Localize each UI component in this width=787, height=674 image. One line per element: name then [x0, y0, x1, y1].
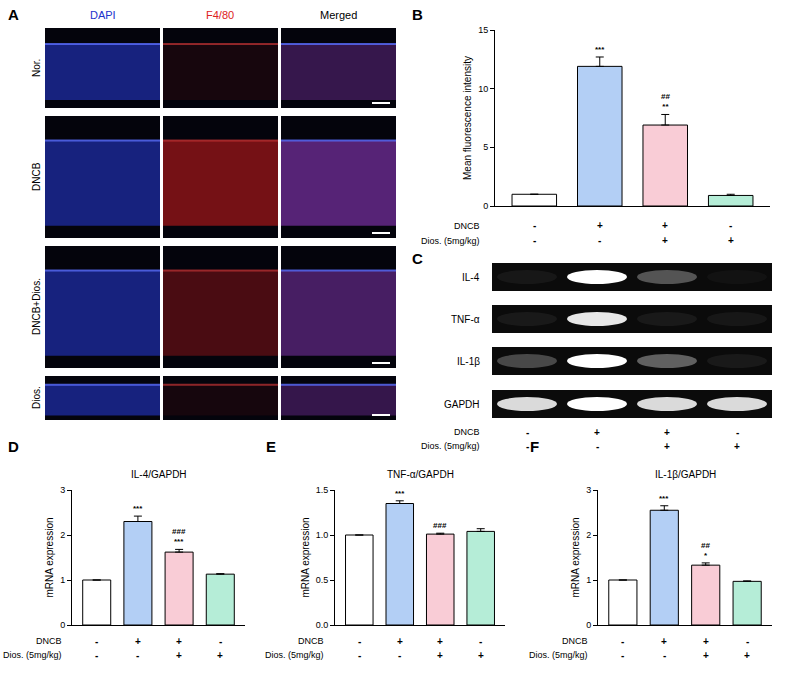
svg-text:+: + — [662, 220, 668, 231]
svg-text:Mean fluorescence intensity: Mean fluorescence intensity — [462, 56, 473, 180]
svg-text:+: + — [734, 441, 740, 452]
svg-text:1.5: 1.5 — [316, 485, 329, 495]
svg-text:0: 0 — [483, 201, 488, 211]
svg-text:DNCB: DNCB — [562, 636, 588, 646]
svg-text:-: - — [358, 636, 361, 647]
svg-text:F: F — [530, 438, 539, 455]
svg-text:+: + — [478, 650, 484, 661]
svg-text:+: + — [135, 636, 141, 647]
svg-text:+: + — [397, 636, 403, 647]
svg-text:DNCB: DNCB — [454, 221, 480, 231]
svg-text:0: 0 — [586, 620, 591, 630]
svg-text:TNF-α: TNF-α — [451, 314, 480, 325]
svg-text:-: - — [219, 636, 222, 647]
svg-text:+: + — [217, 650, 223, 661]
svg-text:-: - — [95, 636, 98, 647]
svg-text:GAPDH: GAPDH — [444, 399, 480, 410]
svg-text:10: 10 — [478, 84, 488, 94]
svg-text:##*: ##* — [701, 541, 710, 560]
svg-text:Dios. (5mg/kg): Dios. (5mg/kg) — [529, 650, 588, 660]
svg-text:-: - — [358, 650, 361, 661]
svg-text:DNCB+Dios.: DNCB+Dios. — [31, 278, 42, 335]
svg-text:Dios. (5mg/kg): Dios. (5mg/kg) — [265, 650, 324, 660]
svg-text:+: + — [728, 235, 734, 246]
svg-text:0: 0 — [60, 620, 65, 630]
svg-text:1: 1 — [586, 575, 591, 585]
svg-text:###***: ###*** — [172, 527, 186, 546]
svg-text:***: *** — [659, 494, 669, 503]
svg-text:-: - — [736, 427, 739, 438]
svg-text:+: + — [662, 235, 668, 246]
svg-text:Merged: Merged — [320, 9, 357, 21]
svg-text:IL-4/GAPDH: IL-4/GAPDH — [131, 469, 187, 480]
svg-text:IL-1β/GAPDH: IL-1β/GAPDH — [655, 469, 716, 480]
svg-text:0.5: 0.5 — [316, 575, 329, 585]
svg-text:-: - — [479, 636, 482, 647]
svg-text:Dios. (5mg/kg): Dios. (5mg/kg) — [421, 236, 480, 246]
svg-text:-: - — [621, 636, 624, 647]
svg-text:+: + — [437, 650, 443, 661]
svg-text:3: 3 — [60, 485, 65, 495]
svg-text:-: - — [598, 235, 601, 246]
svg-text:1: 1 — [60, 575, 65, 585]
svg-text:+: + — [661, 636, 667, 647]
svg-text:DNCB: DNCB — [31, 162, 42, 191]
svg-text:IL-4: IL-4 — [462, 272, 480, 283]
svg-text:-: - — [729, 220, 732, 231]
svg-text:DNCB: DNCB — [36, 636, 62, 646]
svg-text:F4/80: F4/80 — [206, 9, 234, 21]
svg-text:B: B — [412, 6, 423, 23]
svg-text:DNCB: DNCB — [454, 427, 480, 437]
svg-text:-: - — [95, 650, 98, 661]
svg-text:-: - — [398, 650, 401, 661]
svg-text:+: + — [703, 636, 709, 647]
svg-text:Dios. (5mg/kg): Dios. (5mg/kg) — [421, 441, 480, 451]
svg-text:-: - — [663, 650, 666, 661]
svg-text:+: + — [437, 636, 443, 647]
svg-text:Dios.: Dios. — [31, 386, 42, 409]
svg-text:+: + — [744, 650, 750, 661]
svg-text:3: 3 — [586, 485, 591, 495]
svg-text:-: - — [526, 427, 529, 438]
svg-text:2: 2 — [60, 530, 65, 540]
svg-text:2: 2 — [586, 530, 591, 540]
svg-text:E: E — [266, 438, 276, 455]
svg-text:+: + — [594, 427, 600, 438]
svg-text:DAPI: DAPI — [90, 9, 116, 21]
svg-text:-: - — [533, 235, 536, 246]
svg-text:+: + — [176, 650, 182, 661]
svg-text:mRNA expression: mRNA expression — [44, 517, 55, 597]
svg-text:+: + — [597, 220, 603, 231]
svg-text:+: + — [703, 650, 709, 661]
svg-text:-: - — [526, 441, 529, 452]
svg-text:-: - — [746, 636, 749, 647]
svg-text:-: - — [533, 220, 536, 231]
svg-text:##**: ##** — [661, 92, 670, 111]
svg-text:mRNA expression: mRNA expression — [570, 517, 581, 597]
svg-text:+: + — [664, 441, 670, 452]
svg-text:***: *** — [395, 489, 405, 498]
svg-text:###: ### — [433, 521, 447, 530]
svg-text:-: - — [596, 441, 599, 452]
svg-text:+: + — [664, 427, 670, 438]
svg-text:15: 15 — [478, 25, 488, 35]
svg-text:***: *** — [133, 504, 143, 513]
svg-text:1.0: 1.0 — [316, 530, 329, 540]
svg-text:***: *** — [595, 45, 605, 54]
svg-text:IL-1β: IL-1β — [457, 356, 480, 367]
svg-text:DNCB: DNCB — [298, 636, 324, 646]
svg-text:+: + — [176, 636, 182, 647]
svg-text:A: A — [8, 6, 19, 23]
svg-text:TNF-α/GAPDH: TNF-α/GAPDH — [387, 469, 454, 480]
svg-text:Nor.: Nor. — [31, 59, 42, 77]
svg-text:-: - — [621, 650, 624, 661]
svg-text:D: D — [8, 438, 19, 455]
svg-text:Dios. (5mg/kg): Dios. (5mg/kg) — [3, 650, 62, 660]
svg-text:mRNA expression: mRNA expression — [300, 517, 311, 597]
svg-text:0.0: 0.0 — [316, 620, 329, 630]
svg-text:C: C — [412, 250, 423, 267]
svg-text:-: - — [136, 650, 139, 661]
svg-text:5: 5 — [483, 142, 488, 152]
